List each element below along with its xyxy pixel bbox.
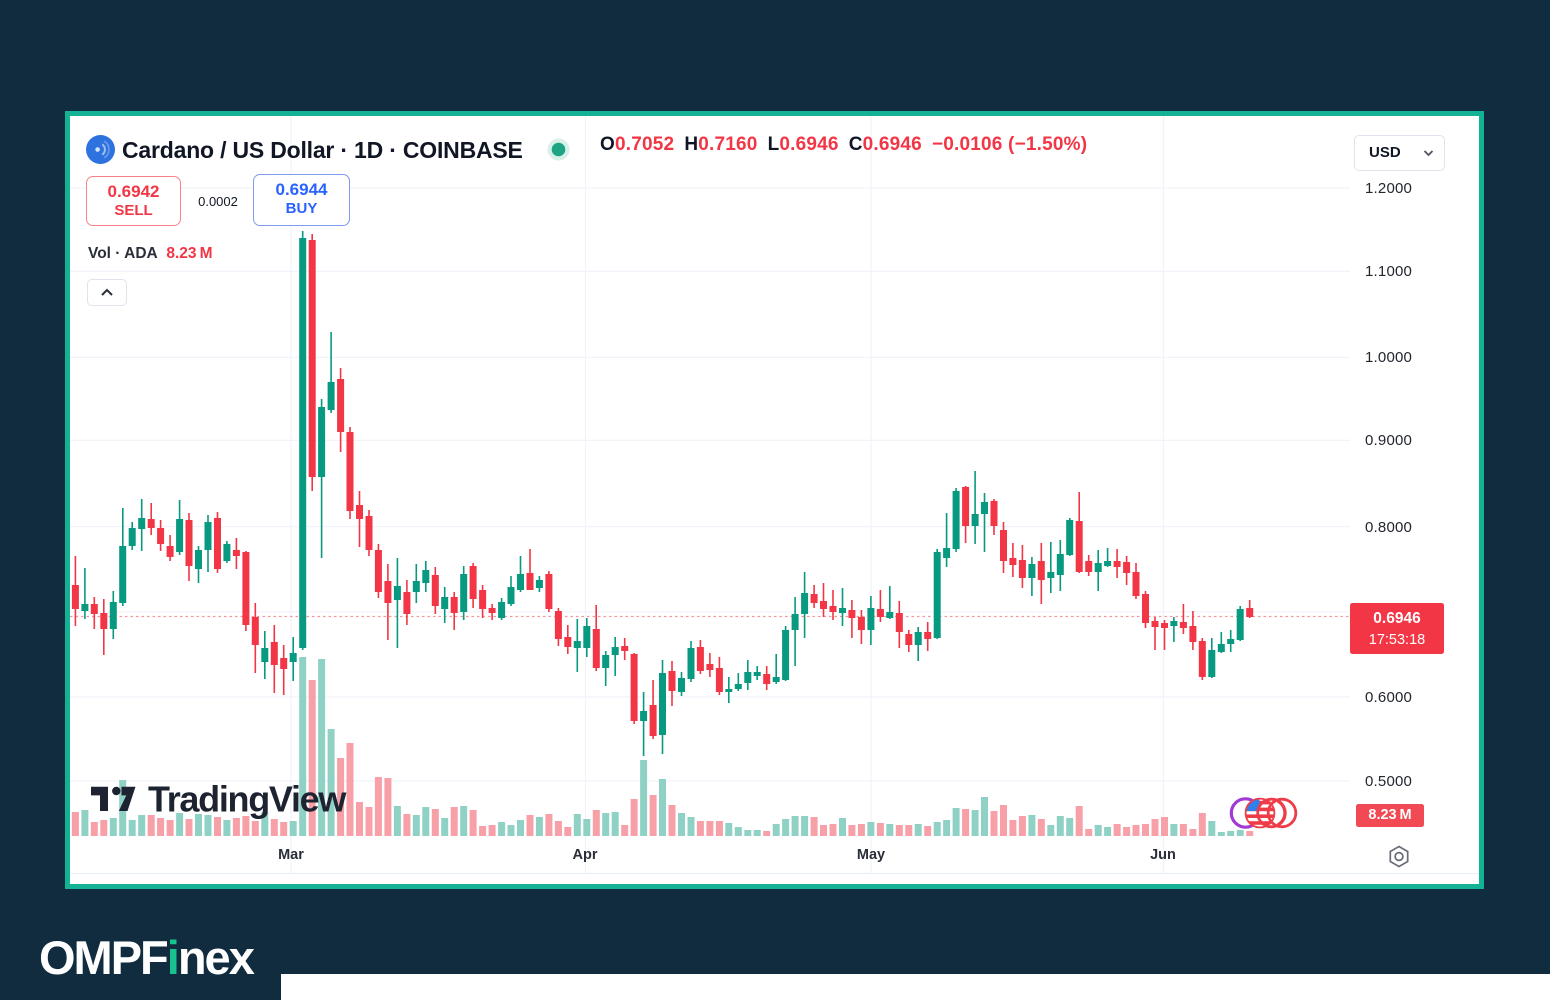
svg-text:TradingView: TradingView — [148, 779, 347, 820]
